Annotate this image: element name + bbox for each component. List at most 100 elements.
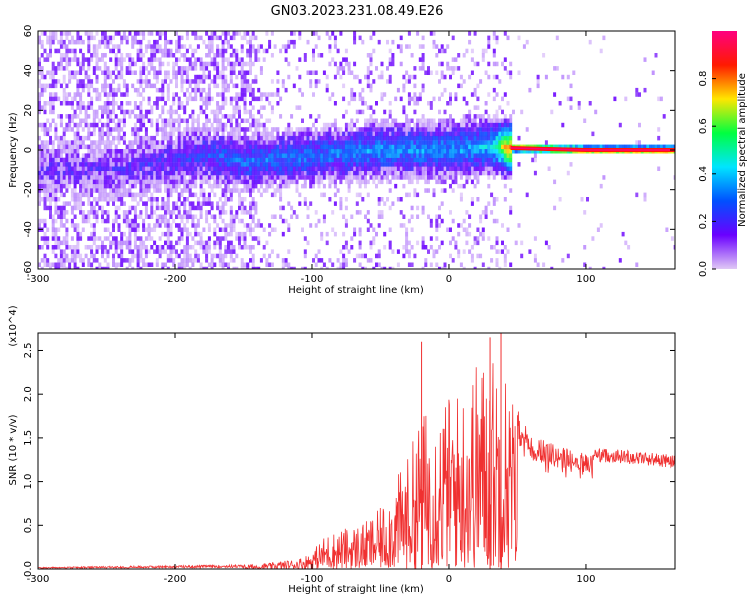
spectrogram-cell [276,87,280,93]
spectrogram-cell [372,122,376,128]
spectrogram-cell [421,135,425,141]
spectrogram-cell [175,39,178,45]
spectrogram-cell [344,140,348,145]
spectrogram-cell [229,127,233,132]
spectrogram-cell [196,201,200,206]
spectrogram-cell [320,192,324,198]
spectrogram-cell [153,223,157,228]
spectrogram-cell [279,135,283,141]
spectrogram-cell [106,170,110,176]
spectrogram-cell [301,149,304,154]
spectrogram-cell [153,48,157,54]
spectrogram-cell [139,175,143,180]
spectrogram-cell [205,118,209,123]
spectrogram-cell [361,127,365,132]
spectrogram-cell [59,114,63,119]
spectrogram-cell [446,44,450,49]
spectrogram-cell [133,101,137,106]
spectrogram-cell [487,92,491,97]
spectrogram-cell [254,118,258,123]
spectrogram-cell [175,201,178,206]
spectrogram-cell [194,96,198,102]
spectrogram-cell [68,122,72,128]
spectrogram-cell [218,144,222,150]
spectrogram-cell [229,214,233,219]
spectrogram-cell [314,262,318,267]
spectrogram-cell [175,162,178,167]
spectrogram-cell [43,105,47,110]
spectrogram-cell [155,79,159,84]
spectrogram-cell [298,170,302,176]
spectrogram-cell [462,131,466,137]
spectrogram-cell [309,135,313,141]
spectrogram-cell [459,149,463,154]
spectrogram-cell [435,135,439,141]
spectrogram-cell [49,149,52,154]
spectrogram-cell [407,162,411,167]
spectrogram-cell [440,135,444,141]
spectrogram-cell [139,166,143,171]
spectrogram-cell [164,205,167,211]
spectrogram-cell [476,197,480,202]
spectrogram-cell [216,53,220,58]
spectrogram-cell [92,66,96,71]
spectrogram-cell [240,74,244,80]
spectrogram-cell [166,223,170,228]
spectrogram-cell [169,149,173,154]
spectrogram-cell [276,135,280,141]
spectrogram-cell [424,170,428,176]
spectrogram-cell [117,223,121,228]
spectrogram-cell [46,197,50,202]
spectrogram-cell [446,227,450,232]
spectrogram-cell [38,61,41,67]
spectrogram-cell [355,135,359,141]
spectrogram-cell [216,175,220,180]
spectrogram-cell [344,61,348,67]
spectrogram-cell [199,179,203,185]
spectrogram-cell [227,197,230,202]
spectrogram-cell [259,149,263,154]
spectrogram-cell [249,140,252,145]
spectrogram-cell [249,258,252,263]
spectrogram-cell [301,127,304,132]
spectrogram-cell [166,183,170,189]
spectrogram-cell [251,87,255,93]
spectrogram-cell [287,74,291,80]
spectrogram-cell [421,66,425,71]
spectrogram-cell [114,170,118,176]
spectrogram-cell [122,31,126,36]
spectrogram-cell [542,53,546,58]
spectrogram-cell [309,157,313,163]
spectrogram-cell [194,249,198,254]
spectrogram-cell [580,144,584,150]
spectrogram-cell [177,210,181,215]
spectrogram-cell [298,31,302,36]
spectrogram-cell [73,135,77,141]
spectrogram-cell [484,135,488,141]
spectrogram-cell [501,162,504,167]
spectrogram-cell [240,140,244,145]
spectrogram-cell [161,118,165,123]
spectrogram-cell [147,188,151,193]
spectrogram-cell [238,92,241,97]
spectrogram-cell [470,179,474,185]
spectrogram-cell [76,131,80,137]
spectrogram-cell [175,188,178,193]
spectrogram-cell [106,122,110,128]
spectrogram-cell [136,135,140,141]
spectrogram-cell [355,118,359,123]
spectrogram-cell [46,262,50,267]
spectrogram-cell [142,153,146,158]
spectrogram-cell [224,245,228,250]
spectrogram-cell [492,122,496,128]
spectrogram-cell [262,48,266,54]
spectrogram-cell [413,101,417,106]
spectrogram-cell [281,205,285,211]
spectrogram-cell [218,262,222,267]
spectrogram-cell [536,79,540,84]
spectrogram-cell [196,258,200,263]
spectrogram-cell [465,140,469,145]
spectrogram-cell [57,266,61,269]
spectrogram-cell [166,218,170,224]
spectrogram-cell [142,122,146,128]
